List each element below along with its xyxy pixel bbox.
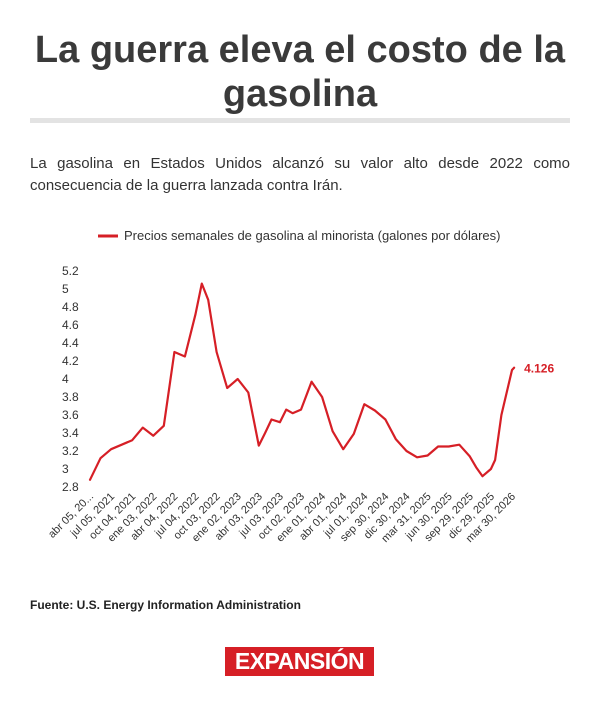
source-note: Fuente: U.S. Energy Information Administ… [30,598,301,612]
series-line [88,282,516,481]
y-tick-label: 3 [62,462,69,476]
y-tick-label: 3.8 [62,390,79,404]
y-tick-label: 5.2 [62,264,79,278]
chart-subtitle: La gasolina en Estados Unidos alcanzó su… [30,155,570,194]
legend-label[interactable]: Precios semanales de gasolina al minoris… [124,228,500,243]
y-tick-label: 2.8 [62,480,79,494]
y-tick-label: 4 [62,372,69,386]
y-tick-label: 5 [62,282,69,296]
legend: Precios semanales de gasolina al minoris… [98,228,500,243]
line-chart: Precios semanales de gasolina al minoris… [46,228,554,545]
expansion-logo[interactable]: EXPANSIÓN [225,647,374,676]
y-axis: 2.8 3 3.2 3.4 3.6 3.8 4 4.2 4.4 4.6 4.8 5 5.2 [62,264,79,494]
y-tick-label: 3.4 [62,426,79,440]
last-value-label: 4.126 [524,362,554,376]
y-tick-label: 4.4 [62,336,79,350]
y-tick-label: 4.2 [62,354,79,368]
y-tick-label: 4.6 [62,318,79,332]
series-layer: 4.126 [88,282,554,481]
chart-title: La guerra eleva el costo de la gasolina [34,29,566,115]
y-tick-label: 4.8 [62,300,79,314]
y-tick-label: 3.6 [62,408,79,422]
title-divider [30,118,570,123]
y-tick-label: 3.2 [62,444,79,458]
